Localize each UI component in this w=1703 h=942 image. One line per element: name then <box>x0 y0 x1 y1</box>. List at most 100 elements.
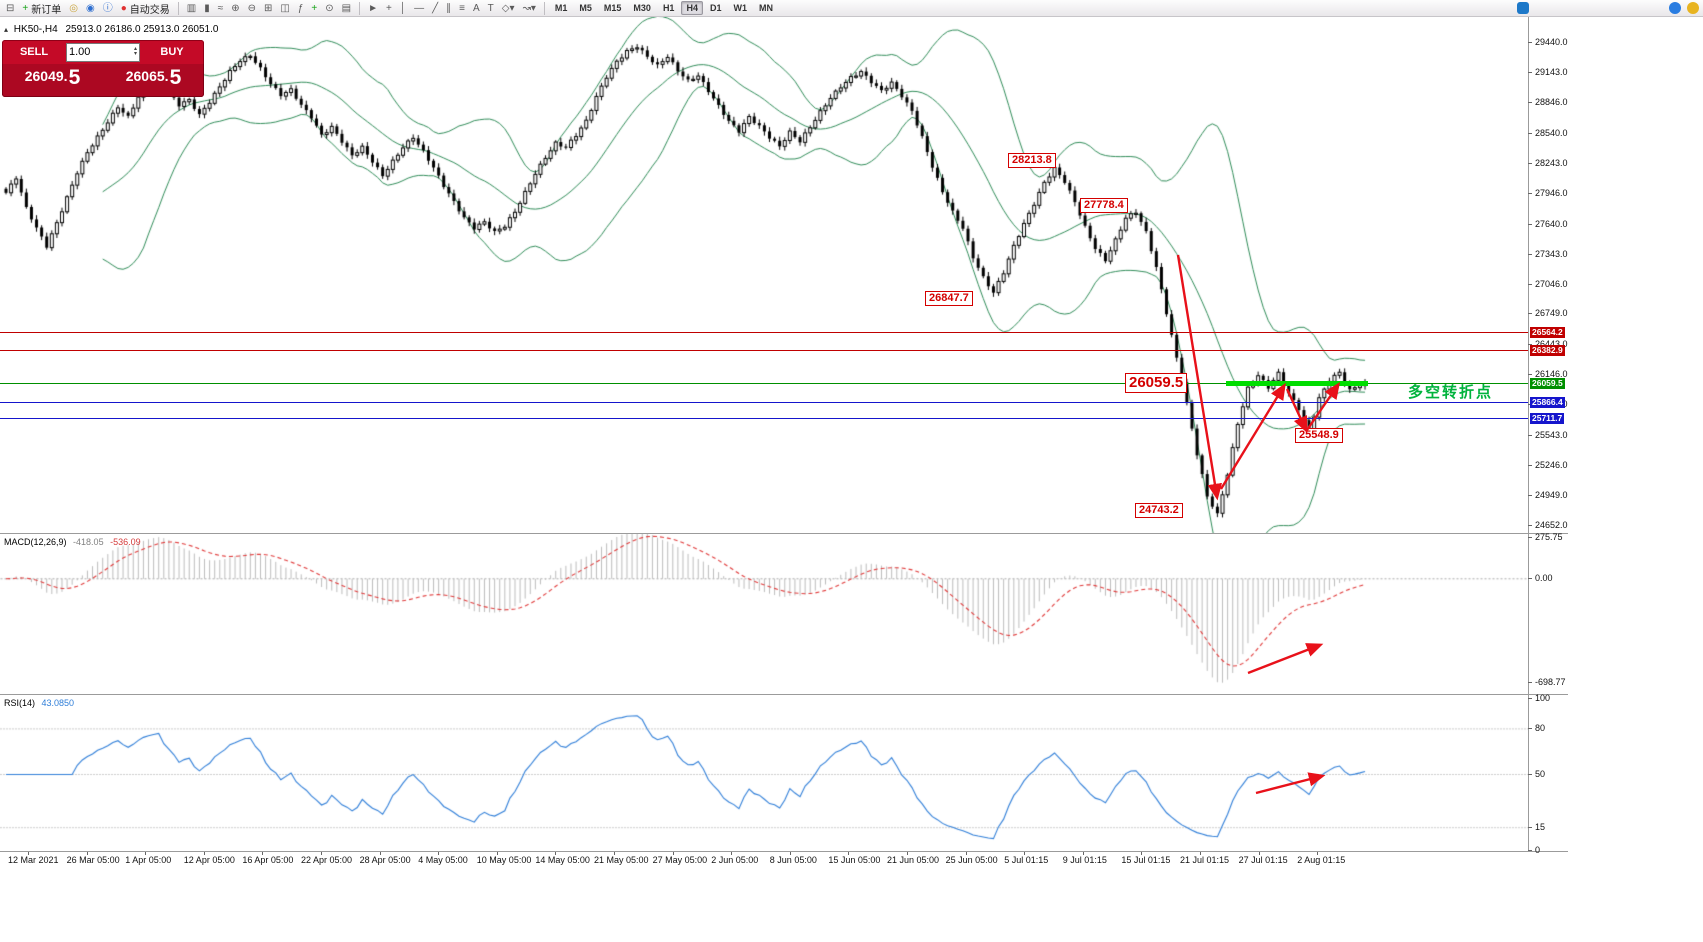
plugin-icon[interactable] <box>1517 2 1529 14</box>
zoom-in-icon[interactable]: ⊕ <box>228 1 242 16</box>
shapes-dropdown-icon[interactable]: ◇▾ <box>499 1 518 16</box>
timeframe-h1-button[interactable]: H1 <box>662 3 675 13</box>
date-label: 16 Apr 05:00 <box>242 855 294 865</box>
account-icon[interactable] <box>1687 2 1699 14</box>
lot-value[interactable]: 1.00 <box>69 46 91 58</box>
rsi-panel-canvas[interactable] <box>0 695 1528 852</box>
zoom-out-icon[interactable]: ⊖ <box>245 1 259 16</box>
rsi-indicator-label: RSI(14) 43.0850 <box>4 698 74 708</box>
y-axis-tick <box>1528 344 1532 345</box>
text-tool-icon: A <box>472 2 480 14</box>
price-scale[interactable]: 29440.0 29143.0 28846.0 28540.0 28243.0 27946… <box>1528 0 1703 942</box>
y-axis-label: 28846.0 <box>1535 96 1568 107</box>
rsi-axis-label: 0 <box>1535 845 1541 855</box>
new-order-button: + <box>22 2 29 14</box>
market-watch-icon[interactable]: ◉ <box>83 1 98 16</box>
periods-icon[interactable]: ⊙ <box>322 1 336 16</box>
data-window-icon[interactable]: ⓘ <box>100 1 116 16</box>
one-click-trading-panel: SELL 1.00 ▴ ▾ BUY 26049. 5 26065. 5 <box>2 40 204 97</box>
lot-spinner[interactable]: ▴ ▾ <box>133 46 137 57</box>
chart-title: ▴ HK50-,H4 25913.0 26186.0 25913.0 26051… <box>4 24 218 35</box>
y-axis-tick <box>1528 254 1532 255</box>
rsi-axis-tick <box>1528 850 1532 851</box>
navigator-icon[interactable]: ◎ <box>66 1 81 16</box>
sell-price[interactable]: 26049. 5 <box>2 64 103 97</box>
templates-icon[interactable]: ▤ <box>339 1 354 16</box>
date-tick <box>1141 852 1143 855</box>
macd-main-value: -418.05 <box>73 537 104 547</box>
channel-icon[interactable]: ∥ <box>443 1 454 16</box>
timeframe-mn-button[interactable]: MN <box>758 3 773 13</box>
rsi-axis-tick <box>1528 728 1532 729</box>
text-tool-icon[interactable]: A <box>470 1 483 16</box>
sell-price-big-digit: 5 <box>68 66 81 89</box>
new-order-button[interactable]: + 新订单 <box>19 1 64 16</box>
rsi-axis-tick <box>1528 827 1532 828</box>
rsi-axis-label: 50 <box>1535 769 1546 779</box>
date-tick <box>145 852 147 855</box>
buy-button[interactable]: BUY <box>160 46 184 58</box>
date-tick <box>614 852 615 855</box>
timeframe-d1-button[interactable]: D1 <box>709 3 722 13</box>
indicators-icon[interactable]: ƒ <box>295 1 307 16</box>
rsi-name: RSI(14) <box>4 698 36 708</box>
y-axis-label: 27640.0 <box>1535 218 1568 229</box>
y-axis-label: 26146.0 <box>1535 369 1568 380</box>
main-chart-canvas[interactable] <box>0 17 1528 533</box>
vertical-line-icon[interactable]: │ <box>397 1 409 16</box>
y-axis-label: 29440.0 <box>1535 37 1568 47</box>
crosshair-icon[interactable]: + <box>383 1 395 16</box>
grid-icon[interactable]: ⊞ <box>261 1 275 16</box>
label-tool-icon[interactable]: T <box>485 1 497 16</box>
bar-chart-icon[interactable]: ▥ <box>184 1 199 16</box>
rsi-panel-separator[interactable] <box>0 694 1568 695</box>
line-chart-icon[interactable]: ≈ <box>215 1 227 16</box>
timeframe-m30-button[interactable]: M30 <box>633 3 651 13</box>
cursor-icon[interactable]: ► <box>365 1 381 16</box>
buy-price[interactable]: 26065. 5 <box>103 64 204 97</box>
y-axis-tick <box>1528 102 1532 103</box>
arrows-dropdown-icon: ↝▾ <box>522 2 536 14</box>
tile-windows-icon[interactable]: ◫ <box>277 1 292 16</box>
date-tick <box>438 852 440 855</box>
tile-windows-icon: ◫ <box>280 2 290 14</box>
add-indicator-button[interactable]: + <box>308 1 320 16</box>
macd-panel-canvas[interactable] <box>0 534 1528 694</box>
lot-size-input[interactable]: 1.00 ▴ ▾ <box>66 42 140 62</box>
y-axis-label: 27946.0 <box>1535 187 1568 198</box>
timeframe-m1-button[interactable]: M1 <box>554 3 568 13</box>
candlestick-chart-icon[interactable]: ▮ <box>201 1 213 16</box>
y-axis-label: 29143.0 <box>1535 66 1568 77</box>
y-axis-tick <box>1528 313 1532 314</box>
fibonacci-icon[interactable]: ≡ <box>456 1 468 16</box>
time-scale[interactable]: 12 Mar 2021 26 Mar 05:00 1 Apr 05:00 12 Apr… <box>0 852 1568 868</box>
rsi-axis-label: 80 <box>1535 723 1546 734</box>
new-order-button-label: 新订单 <box>31 4 62 16</box>
arrows-dropdown-icon[interactable]: ↝▾ <box>519 1 538 16</box>
timeframe-m15-button[interactable]: M15 <box>603 3 622 13</box>
toolbar-separator <box>359 1 361 15</box>
timeframe-w1-button[interactable]: W1 <box>733 3 747 13</box>
y-axis-tick <box>1528 525 1532 526</box>
timeframe-h4-button[interactable]: H4 <box>681 1 703 15</box>
timeframe-m5-button[interactable]: M5 <box>579 3 592 13</box>
macd-panel-separator[interactable] <box>0 533 1568 534</box>
macd-axis-label: -698.77 <box>1535 677 1566 688</box>
charts-icon[interactable]: ⊟ <box>3 1 17 16</box>
auto-trading-button[interactable]: ● 自动交易 <box>118 1 173 16</box>
shapes-dropdown-icon: ◇▾ <box>501 2 515 14</box>
ohlc-values: 25913.0 26186.0 25913.0 26051.0 <box>65 24 219 35</box>
bar-chart-icon: ▥ <box>186 2 197 14</box>
community-icon[interactable] <box>1669 2 1681 14</box>
macd-indicator-label: MACD(12,26,9) -418.05 -536.09 <box>4 537 141 547</box>
trendline-icon[interactable]: ╱ <box>429 1 441 16</box>
date-label: 2 Aug 01:15 <box>1297 855 1346 865</box>
horizontal-line-icon[interactable]: — <box>411 1 427 16</box>
y-axis-tick <box>1528 163 1532 164</box>
fibonacci-icon: ≡ <box>459 2 465 14</box>
macd-axis-tick <box>1528 682 1532 683</box>
date-label: 27 Jul 01:15 <box>1238 855 1288 865</box>
sell-button[interactable]: SELL <box>19 46 49 58</box>
date-tick <box>262 852 264 855</box>
collapse-trade-panel-icon[interactable]: ▴ <box>4 25 9 34</box>
